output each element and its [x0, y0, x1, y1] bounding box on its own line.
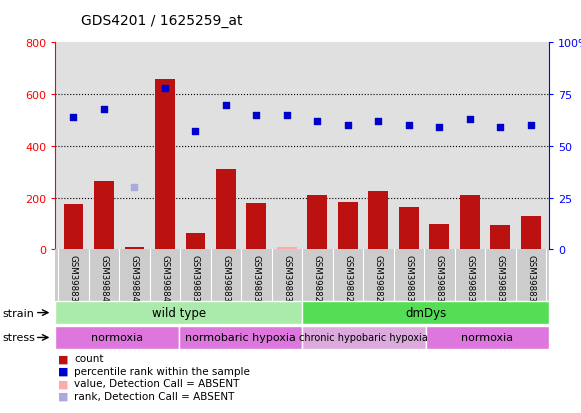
Point: [496, 125, 505, 131]
Bar: [216, 170, 236, 250]
Text: GSM398830: GSM398830: [404, 254, 413, 306]
Bar: [307, 196, 327, 250]
Text: GSM398831: GSM398831: [435, 254, 444, 306]
Text: GSM398835: GSM398835: [191, 254, 200, 306]
Text: GSM398832: GSM398832: [465, 254, 474, 306]
Bar: [302, 301, 549, 324]
Bar: [521, 216, 541, 250]
Point: [374, 119, 383, 125]
Bar: [399, 207, 419, 250]
Bar: [55, 301, 302, 324]
Text: GSM398841: GSM398841: [130, 254, 139, 306]
Point: [69, 114, 78, 121]
Bar: [94, 181, 114, 250]
Point: [191, 129, 200, 135]
Bar: [368, 192, 388, 250]
Point: [435, 125, 444, 131]
Text: GSM398839: GSM398839: [69, 254, 78, 306]
Text: GSM398828: GSM398828: [343, 254, 352, 306]
Text: GSM398840: GSM398840: [99, 254, 109, 306]
Text: ■: ■: [58, 354, 69, 363]
Bar: [425, 326, 549, 349]
Bar: [460, 196, 480, 250]
Point: [160, 85, 170, 92]
Text: GSM398829: GSM398829: [374, 254, 383, 306]
Point: [221, 102, 231, 109]
Bar: [124, 247, 144, 250]
Text: GSM398827: GSM398827: [313, 254, 322, 306]
Point: [404, 123, 414, 129]
Bar: [302, 326, 425, 349]
Text: count: count: [74, 354, 104, 363]
Bar: [490, 225, 510, 250]
Point: [99, 106, 109, 113]
Text: rank, Detection Call = ABSENT: rank, Detection Call = ABSENT: [74, 391, 235, 401]
Point: [465, 116, 475, 123]
Text: wild type: wild type: [152, 306, 206, 319]
Text: ■: ■: [58, 366, 69, 376]
Bar: [55, 326, 179, 349]
Text: normoxia: normoxia: [91, 332, 143, 343]
Text: ■: ■: [58, 378, 69, 388]
Bar: [338, 202, 358, 250]
Bar: [185, 233, 205, 250]
Bar: [429, 224, 449, 250]
Text: GDS4201 / 1625259_at: GDS4201 / 1625259_at: [81, 14, 243, 28]
Point: [282, 112, 292, 119]
Text: chronic hypobaric hypoxia: chronic hypobaric hypoxia: [299, 332, 428, 343]
Bar: [179, 326, 302, 349]
Point: [252, 112, 261, 119]
Text: dmDys: dmDys: [405, 306, 446, 319]
Text: GSM398842: GSM398842: [160, 254, 170, 306]
Text: GSM398833: GSM398833: [496, 254, 505, 306]
Text: normobaric hypoxia: normobaric hypoxia: [185, 332, 296, 343]
Text: GSM398837: GSM398837: [252, 254, 261, 306]
Text: percentile rank within the sample: percentile rank within the sample: [74, 366, 250, 376]
Text: GSM398836: GSM398836: [221, 254, 231, 306]
Text: stress: stress: [3, 332, 36, 343]
Text: GSM398834: GSM398834: [526, 254, 535, 306]
Text: value, Detection Call = ABSENT: value, Detection Call = ABSENT: [74, 378, 240, 388]
Bar: [277, 247, 297, 250]
Point: [343, 123, 353, 129]
Bar: [63, 205, 84, 250]
Point: [526, 123, 536, 129]
Text: strain: strain: [3, 308, 35, 318]
Text: ■: ■: [58, 391, 69, 401]
Bar: [155, 79, 175, 250]
Point: [313, 119, 322, 125]
Bar: [246, 204, 266, 250]
Text: GSM398838: GSM398838: [282, 254, 292, 306]
Point: [130, 185, 139, 191]
Text: normoxia: normoxia: [461, 332, 514, 343]
